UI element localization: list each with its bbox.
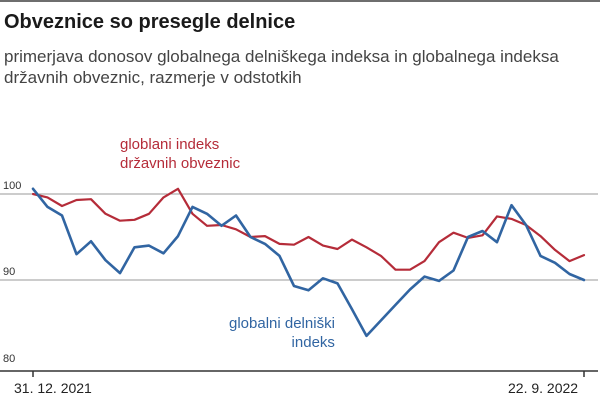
chart-subtitle: primerjava donosov globalnega delniškega… <box>4 47 559 87</box>
stock-index-label-line: globalni delniški <box>229 315 335 332</box>
x-tick-label: 31. 12. 2021 <box>14 380 92 396</box>
stock-index-series-line <box>31 187 586 338</box>
stock-index-label: globalni delniški indeks <box>229 314 335 352</box>
bond-index-series-line <box>31 187 586 271</box>
bond-index-label-line: globlani indeks <box>120 136 220 153</box>
x-tick-label: 22. 9. 2022 <box>508 380 579 396</box>
bond-index-label-line: državnih obveznic <box>120 155 241 172</box>
bond-index-label: globlani indeks državnih obveznic <box>120 135 240 173</box>
chart-title: Obveznice so presegle delnice <box>4 11 296 33</box>
top-rule <box>0 0 600 2</box>
y-tick-label: 100 <box>3 180 22 192</box>
stock-index-label-line: indeks <box>291 334 335 351</box>
y-tick-label: 80 <box>3 353 16 365</box>
y-tick-label: 90 <box>3 266 16 278</box>
